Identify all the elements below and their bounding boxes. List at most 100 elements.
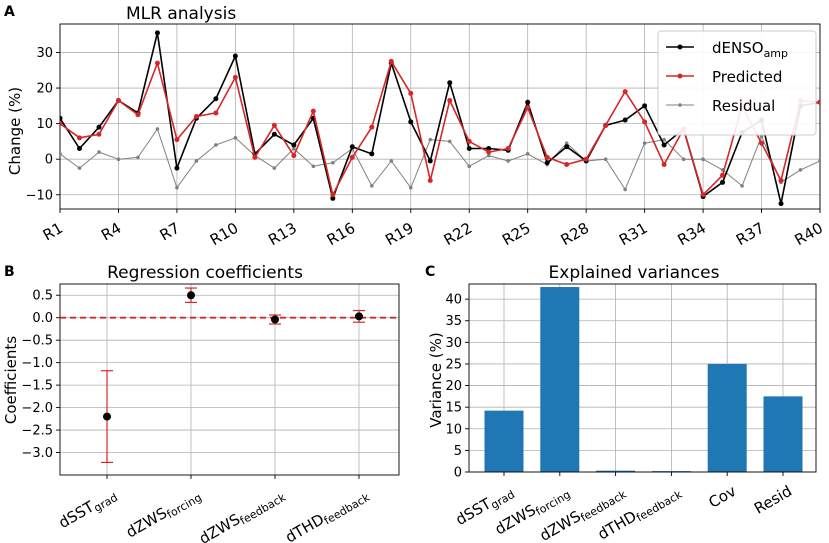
series-point-predicted (544, 154, 550, 160)
chart-a-xtick-label: R16 (324, 219, 359, 249)
chart-c-ytick-label: 5 (454, 444, 462, 459)
chart-b-frame (59, 283, 400, 476)
variance-bar (540, 287, 580, 472)
series-point-residual (818, 159, 820, 163)
series-point-predicted (447, 97, 453, 103)
series-point-residual (77, 166, 82, 170)
series-point-predicted (642, 119, 648, 125)
series-point-denso (564, 144, 570, 150)
chart-a-xtick-label: R13 (265, 219, 300, 249)
series-point-residual (428, 137, 433, 142)
series-point-predicted (193, 114, 199, 119)
xtick-sub: grad (92, 491, 120, 515)
chart-b-xtick-label: dZWSforcing (123, 485, 204, 543)
series-point-denso (642, 103, 648, 109)
series-point-predicted (486, 149, 492, 155)
legend-marker-denso (677, 44, 683, 50)
series-point-residual (60, 152, 62, 156)
series-point-residual (740, 184, 744, 188)
series-point-residual (662, 137, 666, 142)
series-point-predicted (213, 110, 219, 116)
legend-label-predicted: Predicted (712, 68, 782, 86)
chart-a-plot: −10 0 10 20 30 R1 R4 R7 R10 R13 R16 R19 R22 R25 R28 R31… (26, 23, 826, 249)
chart-a-ytick-label: 0 (45, 153, 53, 168)
panel-label-c: C (425, 264, 435, 280)
series-point-predicted (96, 131, 102, 137)
series-point-predicted (525, 105, 531, 111)
panel-label-b: B (4, 264, 15, 280)
chart-b-ytick-label: −1.0 (21, 356, 53, 371)
series-point-residual (155, 127, 160, 131)
xtick-base: dTHD (282, 510, 327, 543)
series-point-residual (798, 168, 803, 172)
chart-a-ytick-label: 20 (36, 82, 53, 97)
legend-marker-residual (678, 103, 682, 107)
series-point-denso (427, 158, 433, 164)
series-point-residual (331, 160, 335, 165)
chart-b-xtick-label: dSSTgrad (55, 485, 120, 534)
chart-b-plot: −3.0−2.5−2.0−1.5−1.0−0.50.00.5dSSTgraddZ… (21, 283, 400, 543)
chart-b-ylabel: Coefficients (2, 336, 20, 424)
series-point-denso (291, 142, 297, 148)
chart-b-ytick-label: −1.5 (21, 379, 53, 394)
chart-c-xtick-label: Resid (751, 482, 795, 518)
series-point-denso (330, 195, 336, 201)
series-point-predicted (427, 178, 433, 184)
series-point-denso (174, 165, 180, 171)
series-point-residual (681, 157, 686, 161)
chart-c-xtick-label: Cov (705, 482, 739, 512)
series-point-residual (136, 155, 140, 160)
chart-c-ylabel: Variance (%) (427, 332, 445, 428)
chart-c-ytick-label: 0 (454, 466, 462, 481)
xtick-base: Cov (705, 482, 739, 512)
series-point-denso (60, 115, 63, 121)
series-point-residual (564, 141, 569, 145)
series-point-residual (506, 159, 511, 163)
series-point-residual (623, 187, 627, 192)
xtick-sub: forcing (165, 491, 204, 521)
series-point-predicted (388, 58, 394, 64)
xtick-base: dSST (452, 494, 494, 529)
chart-a-xtick-label: R34 (675, 219, 710, 249)
series-point-predicted (759, 140, 765, 146)
series-point-residual (175, 185, 179, 190)
series-point-predicted (700, 192, 706, 198)
chart-a-xtick-label: R28 (558, 219, 593, 249)
series-point-denso (622, 117, 628, 123)
chart-b-ytick-label: −2.5 (21, 424, 53, 439)
chart-a-xtick-label: R22 (441, 219, 476, 249)
series-point-denso (76, 146, 82, 152)
series-point-residual (447, 139, 452, 144)
legend-marker-predicted (677, 73, 683, 79)
series-point-predicted (778, 178, 784, 184)
coefficient-point (103, 412, 111, 421)
chart-a-xtick-label: R7 (157, 219, 183, 245)
chart-c-ytick-label: 35 (445, 314, 462, 329)
series-point-denso (349, 144, 355, 150)
chart-b-title: Regression coefficients (107, 263, 303, 283)
series-point-denso (447, 80, 453, 86)
xtick-base: dZWS (123, 504, 170, 542)
series-point-predicted (330, 192, 336, 198)
chart-a-xtick-label: R40 (791, 219, 826, 249)
series-point-predicted (154, 60, 160, 66)
series-point-predicted (369, 124, 375, 130)
chart-c-title: Explained variances (549, 263, 720, 283)
xtick-sub: feedback (322, 491, 373, 528)
series-point-predicted (817, 99, 820, 105)
xtick-base: dSST (55, 497, 97, 532)
chart-a-ytick-label: −10 (26, 188, 53, 203)
chart-b-ytick-label: −0.5 (21, 334, 53, 349)
coefficient-point (355, 312, 363, 321)
series-point-predicted (174, 137, 180, 143)
series-point-denso (408, 119, 414, 125)
variance-bar (707, 363, 747, 472)
series-point-denso (466, 146, 472, 152)
chart-c-xtick-label: dTHDfeedback (595, 482, 685, 543)
series-point-residual (97, 150, 101, 154)
legend-label-residual: Residual (712, 97, 775, 115)
series-point-predicted (310, 108, 316, 114)
series-point-predicted (505, 146, 511, 152)
chart-a-ylabel: Change (%) (6, 87, 24, 175)
